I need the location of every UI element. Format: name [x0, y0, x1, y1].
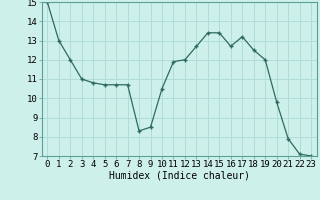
X-axis label: Humidex (Indice chaleur): Humidex (Indice chaleur)	[109, 171, 250, 181]
